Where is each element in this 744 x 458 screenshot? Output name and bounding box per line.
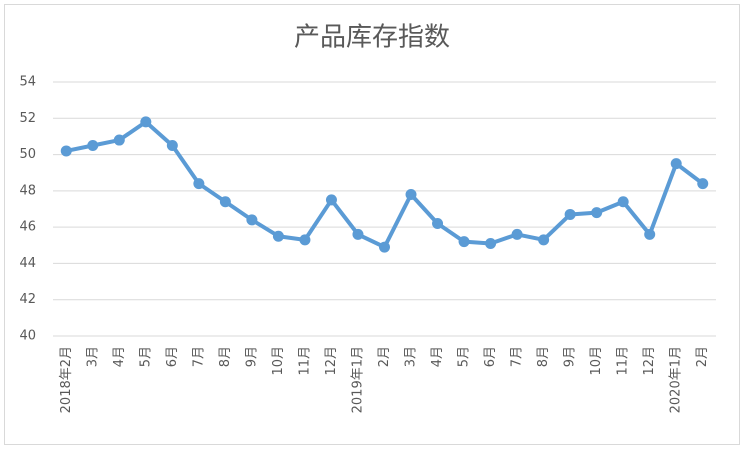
y-tick-label: 40 <box>19 329 36 344</box>
data-point <box>246 214 258 226</box>
data-point <box>166 140 178 151</box>
y-tick-label: 42 <box>19 292 36 307</box>
x-tick-label: 7月 <box>510 346 525 367</box>
x-tick-label: 8月 <box>536 346 551 367</box>
x-tick-label: 10月 <box>271 346 286 376</box>
x-tick-label: 5月 <box>457 346 472 367</box>
x-tick-label: 6月 <box>165 346 180 367</box>
x-tick-label: 11月 <box>297 346 312 376</box>
x-tick-label: 2018年2月 <box>59 346 74 413</box>
data-point <box>352 228 364 240</box>
y-tick-label: 54 <box>19 75 36 90</box>
y-tick-label: 52 <box>19 111 36 126</box>
y-tick-label: 44 <box>19 256 36 271</box>
x-tick-label: 11月 <box>616 346 631 376</box>
x-tick-label: 2月 <box>377 346 392 367</box>
data-point <box>485 237 497 249</box>
data-point <box>511 228 523 240</box>
x-tick-label: 2019年1月 <box>350 346 365 413</box>
data-point <box>113 134 125 146</box>
y-tick-label: 48 <box>19 183 36 198</box>
y-tick-label: 46 <box>19 220 36 235</box>
data-point <box>379 241 390 253</box>
data-point <box>405 188 417 200</box>
data-point <box>299 234 311 246</box>
data-point <box>140 116 152 128</box>
data-point <box>60 145 72 157</box>
data-point <box>670 158 682 170</box>
x-tick-label: 3月 <box>404 346 419 367</box>
x-tick-label: 4月 <box>430 346 445 367</box>
data-point <box>87 140 99 151</box>
x-tick-label: 9月 <box>244 346 259 367</box>
x-tick-label: 12月 <box>642 346 657 376</box>
data-point <box>644 228 656 240</box>
x-tick-label: 12月 <box>324 346 339 376</box>
data-point <box>591 207 603 219</box>
x-tick-label: 2月 <box>695 346 710 367</box>
x-tick-label: 9月 <box>563 346 578 367</box>
data-point <box>458 236 470 248</box>
data-point <box>564 208 576 220</box>
data-point <box>697 178 709 190</box>
x-tick-label: 2020年1月 <box>669 346 684 413</box>
data-point <box>538 234 550 246</box>
x-tick-label: 10月 <box>589 346 604 376</box>
x-tick-label: 3月 <box>85 346 100 367</box>
chart-frame <box>4 4 740 445</box>
x-tick-label: 5月 <box>138 346 153 367</box>
x-tick-label: 4月 <box>112 346 127 367</box>
x-tick-label: 7月 <box>191 346 206 367</box>
data-point <box>272 230 284 242</box>
data-point <box>432 218 444 230</box>
data-point <box>193 178 205 190</box>
data-point <box>219 196 231 208</box>
data-point <box>617 196 629 208</box>
x-tick-label: 6月 <box>483 346 498 367</box>
y-tick-label: 50 <box>19 147 36 162</box>
x-tick-label: 8月 <box>218 346 233 367</box>
chart-title: 产品库存指数 <box>294 23 450 53</box>
data-point <box>325 194 337 206</box>
